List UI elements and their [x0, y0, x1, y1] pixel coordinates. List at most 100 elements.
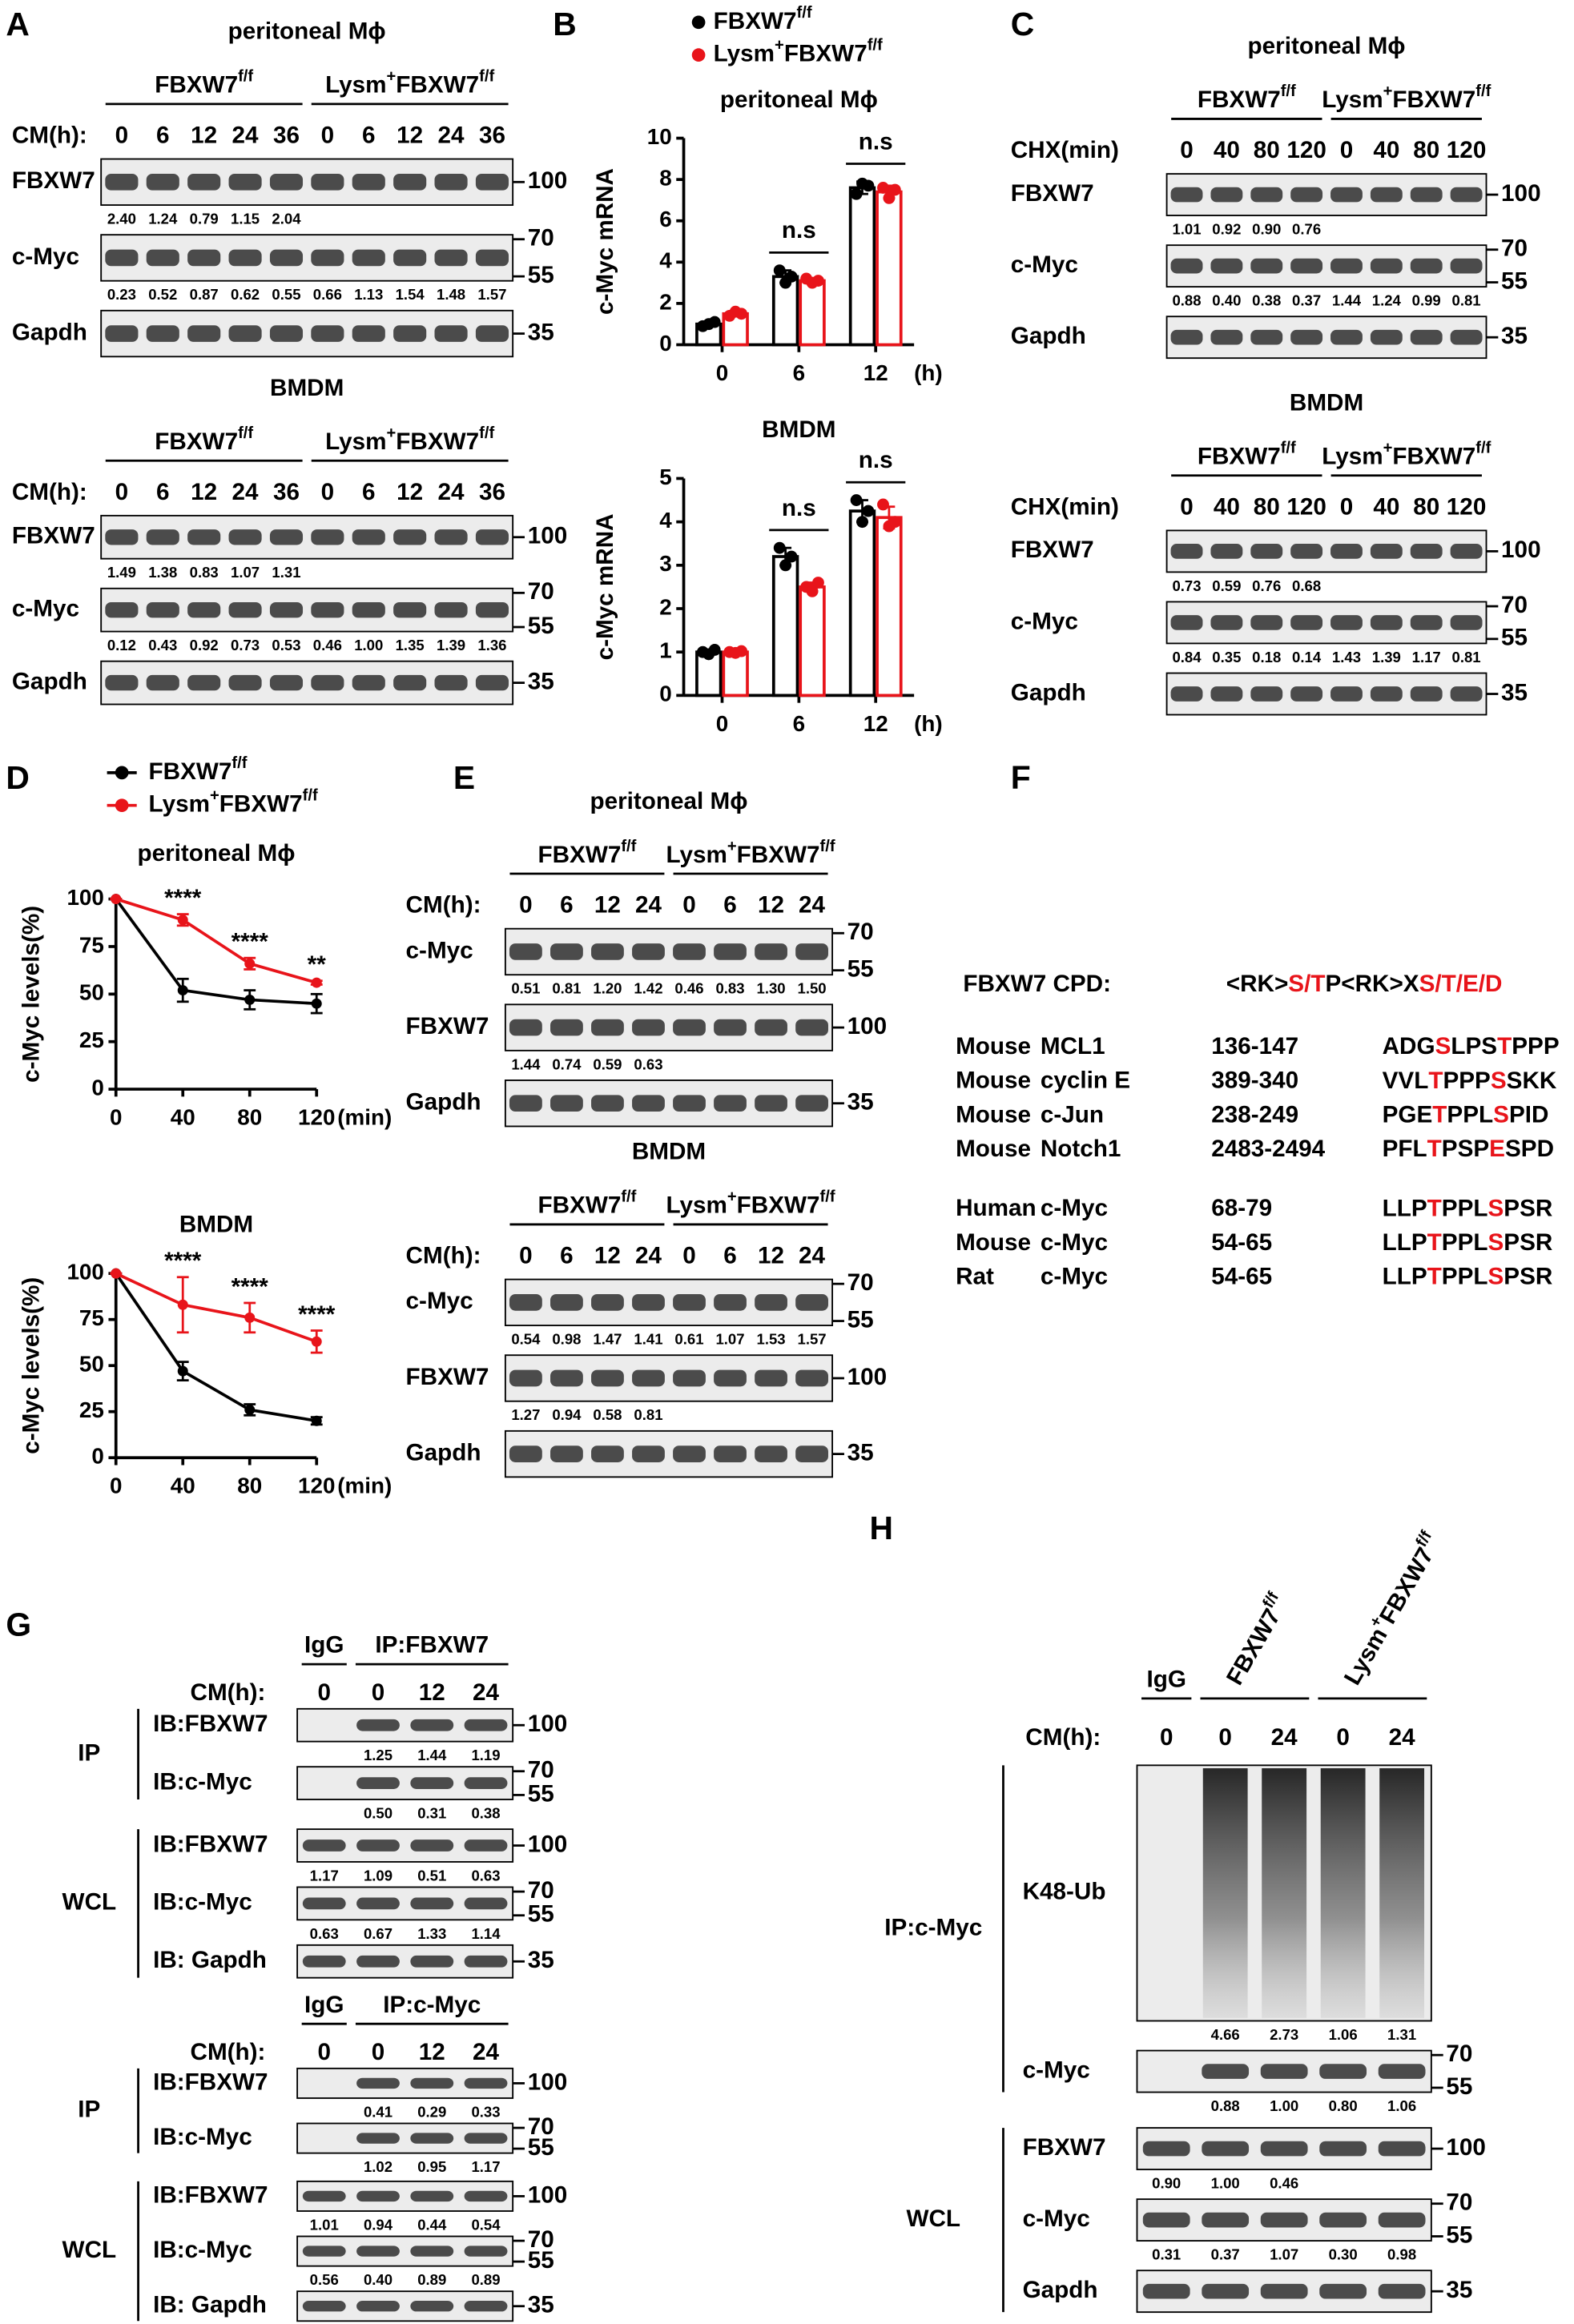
superscript: f/f	[820, 838, 835, 855]
band	[591, 1369, 624, 1387]
band	[509, 1293, 542, 1311]
sequence: LLPTPPLSPSR	[1383, 1264, 1553, 1290]
quantification: 1.17	[310, 1867, 339, 1884]
y-tick-label: 4	[659, 508, 672, 533]
motif-part: <RK>	[1226, 971, 1289, 997]
lane-label: 24	[635, 892, 662, 919]
residue: L	[1473, 1264, 1487, 1290]
band	[410, 1839, 454, 1852]
band	[1250, 187, 1283, 203]
residue: S	[1507, 1068, 1523, 1094]
bar	[848, 509, 876, 698]
quantification: 0.84	[1172, 649, 1202, 665]
smear	[1262, 1768, 1307, 2018]
lane-label: 0	[1218, 1724, 1232, 1751]
text-run: FBXW7	[1375, 1543, 1439, 1628]
data-point	[812, 577, 824, 589]
quantification: 0.38	[1252, 292, 1281, 309]
lane-label: 6	[560, 892, 574, 919]
row-label: IB:c-Myc	[153, 2237, 252, 2263]
size-marker: 55	[1446, 2221, 1472, 2248]
sequence: PFLTPSPESPD	[1383, 1136, 1554, 1162]
superscript: f/f	[797, 4, 812, 22]
quantification: 0.31	[1152, 2246, 1181, 2263]
x-tick-label: 0	[110, 1105, 122, 1130]
x-tick-label: 40	[171, 1105, 195, 1130]
band	[1290, 615, 1323, 630]
lane-label: 0	[115, 479, 129, 505]
band	[1330, 615, 1363, 630]
protein: c-Jun	[1041, 1101, 1104, 1128]
species: Mouse	[956, 1101, 1031, 1128]
quantification: 2.04	[272, 211, 301, 227]
band	[1378, 2283, 1426, 2299]
quantification: 1.19	[471, 1747, 500, 1763]
quantification: 0.83	[715, 980, 744, 997]
row-label: IB:FBXW7	[153, 1831, 268, 1857]
row-label: FBXW7	[12, 167, 95, 194]
band	[356, 2301, 400, 2312]
band	[1450, 615, 1483, 630]
lane-label: 0	[682, 1243, 696, 1269]
species: Mouse	[956, 1068, 1031, 1094]
band	[795, 1369, 828, 1387]
band	[673, 1369, 706, 1387]
band	[673, 1445, 706, 1462]
size-marker: 100	[528, 1711, 568, 1737]
y-tick-label: 1	[659, 638, 671, 663]
quantification: 1.54	[396, 286, 425, 303]
quantification: 0.38	[471, 1804, 500, 1821]
size-marker: 35	[528, 668, 554, 694]
group-label: Lysm+FBXW7f/f	[666, 838, 835, 868]
lane-label: 0	[321, 123, 335, 149]
superscript: +	[387, 424, 397, 442]
band	[311, 674, 344, 691]
quantification: 0.90	[1152, 2174, 1181, 2191]
y-tick-label: 50	[79, 980, 104, 1005]
band	[356, 2190, 400, 2202]
quantification: 1.09	[364, 1867, 392, 1884]
band	[1319, 2212, 1367, 2228]
bar	[799, 279, 826, 347]
text-run: FBXW7	[737, 1192, 820, 1219]
group-label: FBXW7f/f	[155, 68, 253, 99]
text-run: Lysm	[1322, 86, 1383, 113]
section-label: WCL	[906, 2205, 960, 2232]
quantification: 1.27	[511, 1406, 540, 1423]
data-point	[877, 182, 889, 194]
lane-label: 40	[1214, 137, 1240, 163]
residue: P	[1473, 1136, 1489, 1162]
band	[105, 674, 139, 691]
band	[714, 1293, 747, 1311]
lane-label: 12	[191, 479, 217, 505]
row-label: Gapdh	[1011, 679, 1086, 706]
band	[795, 1019, 828, 1036]
band	[509, 1445, 542, 1462]
band	[632, 1095, 665, 1112]
superscript: +	[1383, 440, 1393, 457]
quantification: 1.44	[1332, 292, 1362, 309]
data-point	[244, 1312, 256, 1323]
lane-label: 24	[1271, 1724, 1298, 1751]
smear	[1379, 1768, 1425, 2018]
residue-range: 238-249	[1211, 1101, 1298, 1128]
quantification: 0.44	[417, 2216, 447, 2233]
band	[1142, 2141, 1190, 2157]
band	[714, 1445, 747, 1462]
band	[1170, 329, 1203, 345]
residue: P	[1509, 1101, 1525, 1128]
band	[632, 1019, 665, 1036]
residue: S	[1505, 1136, 1521, 1162]
data-point	[856, 516, 868, 529]
size-marker: 35	[528, 1947, 554, 1973]
residue: L	[1383, 1229, 1397, 1256]
data-point	[785, 550, 798, 563]
legend-label: Lysm+FBXW7f/f	[714, 37, 883, 67]
quantification: 1.24	[1372, 292, 1402, 309]
quantification: 0.80	[1329, 2097, 1358, 2114]
chart-title: BMDM	[762, 416, 835, 443]
panel-letter: F	[1011, 759, 1031, 796]
quantification: 1.07	[231, 564, 260, 581]
band	[464, 2246, 508, 2257]
row-label: IB:FBXW7	[153, 1711, 268, 1737]
